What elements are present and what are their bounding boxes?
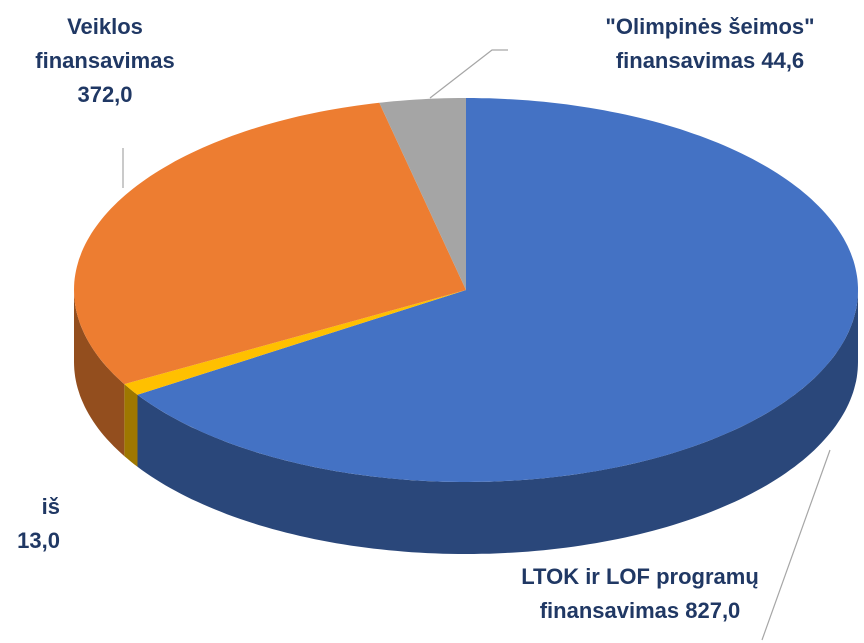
data-label: Veiklos finansavimas 372,0 [20,10,190,112]
slice [379,98,466,290]
data-label: iš 13,0 [0,490,60,558]
slice-side [124,384,138,467]
category-label: Veiklos finansavimas [35,14,175,73]
value-label: 13,0 [17,528,60,553]
data-label: "Olimpinės šeimos" finansavimas 44,6 [560,10,860,78]
pie-sides [74,290,858,554]
slice [74,102,466,385]
slice-side [74,290,125,457]
category-label: iš [41,494,60,519]
slice [137,98,858,482]
leader-line [429,49,508,99]
category-label: "Olimpinės šeimos" finansavimas [605,14,815,73]
value-label: 827,0 [685,598,741,623]
value-label: 372,0 [77,82,133,107]
data-label: LTOK ir LOF programų finansavimas 827,0 [470,560,810,628]
pie-tops [74,98,858,482]
value-label: 44,6 [761,48,805,73]
slice [124,290,467,395]
category-label: LTOK ir LOF programų finansavimas [521,564,759,623]
slice-side [137,290,858,554]
leader-line [761,449,831,641]
